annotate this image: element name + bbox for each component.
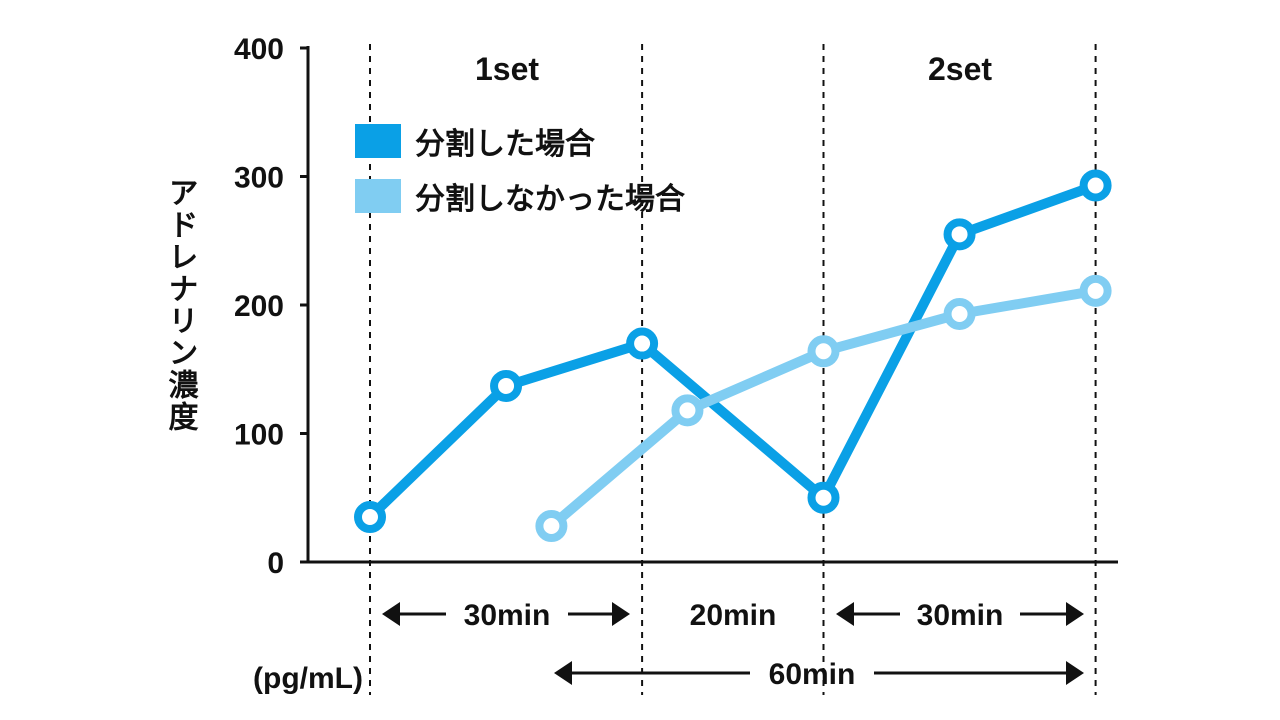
data-point	[1079, 274, 1112, 307]
data-point	[626, 327, 659, 360]
data-point	[671, 394, 704, 427]
arrow-head	[1066, 602, 1084, 626]
data-series	[354, 169, 1112, 543]
interval-label-2: 20min	[690, 599, 777, 632]
data-point	[535, 510, 568, 543]
arrow-head	[382, 602, 400, 626]
legend-label-split: 分割した場合	[415, 127, 595, 162]
data-point	[943, 218, 976, 251]
interval-label-3: 30min	[917, 599, 1004, 632]
data-point	[354, 501, 386, 534]
legend: 分割した場合 分割しなかった場合	[355, 124, 685, 217]
series-line	[365, 180, 1101, 523]
interval-label-1: 30min	[464, 599, 551, 632]
data-point	[807, 335, 840, 368]
legend-swatch-split	[355, 124, 401, 158]
arrow-head	[1066, 661, 1084, 685]
y-tick-label: 400	[234, 33, 284, 66]
interval-arrows	[382, 602, 1084, 685]
y-tick-labels: 0 100 200 300 400	[234, 33, 308, 580]
arrow-head	[612, 602, 630, 626]
legend-swatch-no-split	[355, 179, 401, 213]
data-point	[943, 297, 976, 330]
arrow-head	[554, 661, 572, 685]
data-point	[490, 369, 523, 402]
y-tick-label: 200	[234, 290, 284, 323]
arrow-head	[836, 602, 854, 626]
y-tick-label: 100	[234, 419, 284, 452]
total-interval-label: 60min	[769, 658, 856, 691]
y-axis-label: アドレナリン濃度	[163, 177, 199, 433]
set-label-2: 2set	[928, 51, 992, 87]
series-split	[354, 169, 1112, 534]
legend-label-no-split: 分割しなかった場合	[415, 182, 685, 217]
phase-divider-lines	[369, 44, 1097, 695]
time-intervals: 30min 20min 30min 60min	[382, 599, 1084, 691]
data-point	[807, 481, 840, 514]
unit-label: (pg/mL)	[253, 662, 363, 695]
series-no-split	[535, 274, 1112, 543]
set-label-1: 1set	[475, 51, 539, 87]
y-tick-label: 0	[267, 547, 284, 580]
y-tick-label: 300	[234, 162, 284, 195]
data-point	[1079, 169, 1112, 202]
